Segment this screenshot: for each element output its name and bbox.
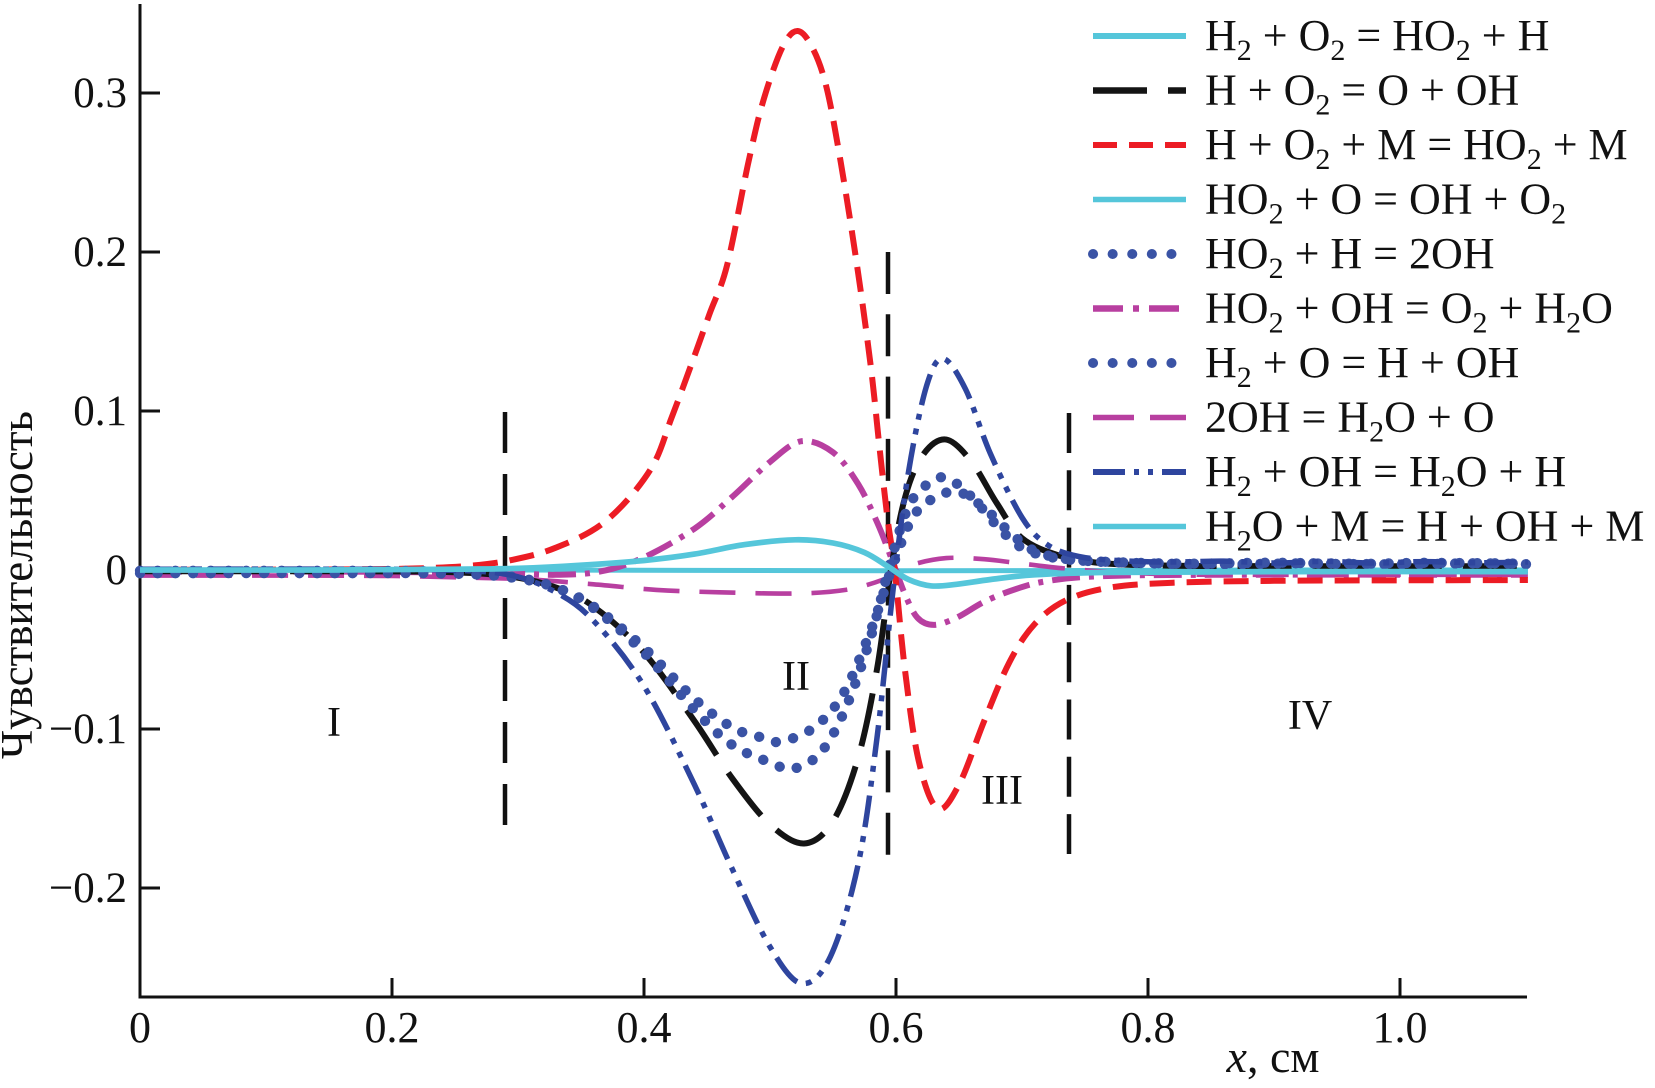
svg-text:H2O + M = H + OH + M: H2O + M = H + OH + M (1205, 502, 1644, 558)
svg-text:HO2 + OH = O2 + H2O: HO2 + OH = O2 + H2O (1205, 284, 1613, 340)
svg-text:I: I (327, 700, 341, 746)
svg-text:III: III (981, 768, 1023, 814)
svg-text:H + O2 = O + OH: H + O2 = O + OH (1205, 66, 1519, 122)
svg-text:0.2: 0.2 (365, 1003, 420, 1052)
svg-text:1.0: 1.0 (1373, 1003, 1428, 1052)
svg-text:2OH = H2O + O: 2OH = H2O + O (1205, 393, 1495, 449)
svg-text:0.8: 0.8 (1121, 1003, 1176, 1052)
svg-text:H2 + O2 = HO2 + H: H2 + O2 = HO2 + H (1205, 11, 1549, 67)
svg-text:−0.1: −0.1 (49, 706, 127, 753)
svg-text:HO2 + H = 2OH: HO2 + H = 2OH (1205, 229, 1495, 285)
svg-text:0: 0 (106, 547, 128, 594)
svg-text:0: 0 (129, 1003, 151, 1052)
svg-text:Чувствительность: Чувствительность (0, 411, 42, 759)
svg-text:0.3: 0.3 (73, 70, 127, 117)
svg-text:0.1: 0.1 (73, 388, 127, 435)
svg-text:0.2: 0.2 (73, 229, 127, 276)
svg-text:−0.2: −0.2 (49, 865, 127, 912)
svg-text:x, см: x, см (1226, 1031, 1320, 1082)
svg-text:H2 + OH = H2O + H: H2 + OH = H2O + H (1205, 447, 1566, 503)
svg-text:H + O2 + M = HO2 + M: H + O2 + M = HO2 + M (1205, 120, 1628, 176)
svg-text:IV: IV (1288, 693, 1332, 739)
svg-text:II: II (782, 654, 810, 700)
svg-text:HO2 + O = OH + O2: HO2 + O = OH + O2 (1205, 175, 1566, 231)
svg-text:H2 + O = H + OH: H2 + O = H + OH (1205, 338, 1519, 394)
svg-text:0.4: 0.4 (617, 1003, 672, 1052)
svg-text:0.6: 0.6 (869, 1003, 924, 1052)
